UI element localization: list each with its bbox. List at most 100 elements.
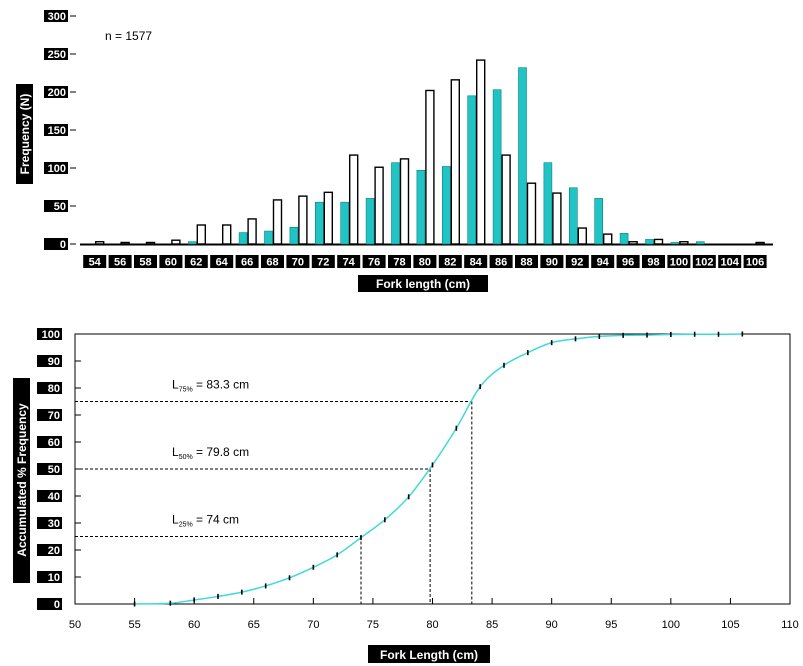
histogram-x-tick-box [159,255,183,268]
cumulative-x-tick-label: 60 [188,619,200,631]
histogram-x-tick-box [235,255,259,268]
histogram-x-tick-box [540,255,564,268]
histogram-x-tick-label: 80 [419,257,431,269]
histogram-bar [298,195,308,245]
histogram-bar [264,230,273,245]
histogram-y-tick-label: 200 [48,87,66,99]
histogram-x-tick-label: 102 [695,257,713,269]
cumulative-y-tick-box [37,571,62,583]
histogram-x-tick-box [108,255,132,268]
histogram-chart: n = 1577 0 50 100 150 200 250 300 54 56 58 60 62 64… [16,10,773,292]
histogram-x-tick-box [286,255,310,268]
cumulative-y-axis: 0 10 20 30 40 50 60 70 80 90 100 [37,328,81,611]
cumulative-y-tick-box [37,598,62,610]
histogram-bar [619,233,629,245]
cumulative-y-tick-box [37,382,62,394]
cumulative-chart: 0 10 20 30 40 50 60 70 80 90 100 50 55 60 65 70 75 80 85 9… [13,328,799,663]
cumulative-x-axis-title: Fork Length (cm) [368,645,490,663]
cumulative-x-tick-label: 90 [546,619,558,631]
histogram-y-tick-label: 100 [48,163,66,175]
histogram-bar [543,162,553,245]
histogram-bar [171,239,181,245]
histogram-bar [653,238,664,245]
cumulative-xlabel: Fork Length (cm) [380,648,478,662]
histogram-x-tick-label: 90 [546,257,558,269]
histogram-bar [577,227,587,245]
cumulative-x-tick-label: 85 [486,619,498,631]
histogram-x-tick-box [692,255,716,268]
histogram-bar [526,182,537,245]
histogram-x-tick-box [667,255,691,268]
cumulative-x-axis: 50 55 60 65 70 75 80 85 90 95 100 105 110 [69,598,799,631]
cumulative-y-tick-label: 30 [48,518,60,530]
histogram-x-tick-box [743,255,767,268]
histogram-x-tick-box [83,255,107,268]
histogram-y-axis: 0 50 100 150 200 250 300 [44,10,76,251]
histogram-x-tick-box [438,255,462,268]
cumulative-ylabel: Accumulated % Frequency [15,403,29,557]
histogram-bars [94,59,765,245]
histogram-x-tick-box [642,255,665,268]
cumulative-y-tick-label: 50 [48,464,60,476]
histogram-bar [755,241,765,245]
histogram-bar [425,89,435,245]
histogram-x-tick-box [718,255,742,268]
histogram-bar [476,59,486,245]
cumulative-x-tick-label: 50 [69,619,81,631]
histogram-bar [188,241,197,245]
cumulative-y-tick-label: 70 [48,410,60,422]
cumulative-curve [134,333,743,605]
cumulative-y-tick-box [37,544,62,556]
cumulative-annotations: L75% = 83.3 cm L50% = 79.8 cm L25% = 74 cm [172,378,249,529]
histogram-x-tick-label: 76 [368,257,380,269]
histogram-x-tick-box [591,255,615,268]
cumulative-x-tick-label: 110 [781,619,799,631]
histogram-bar [94,241,105,245]
histogram-bar [467,95,477,245]
histogram-x-tick-label: 86 [495,257,507,269]
histogram-bar [594,198,604,245]
histogram-bar [340,201,350,245]
histogram-y-tick-box [44,10,68,22]
histogram-bar [314,201,324,245]
cumulative-y-axis-title: Accumulated % Frequency [13,378,30,583]
histogram-x-tick-label: 100 [670,257,688,269]
cumulative-x-tick-label: 95 [605,619,617,631]
histogram-bar [679,241,689,245]
histogram-y-tick-label: 0 [60,239,66,251]
histogram-x-tick-box [362,255,386,268]
histogram-bar [399,158,410,245]
cumulative-y-tick-box [37,409,62,421]
histogram-n-annotation: n = 1577 [105,29,152,43]
histogram-ylabel: Frequency (N) [18,94,32,175]
histogram-bar [568,187,578,245]
cumulative-annotation-label: L50% = 79.8 cm [172,445,249,461]
histogram-x-tick-label: 74 [343,257,356,269]
histogram-bar [670,242,680,245]
histogram-x-tick-label: 72 [317,257,329,269]
histogram-x-tick-label: 96 [622,257,634,269]
cumulative-y-tick-label: 80 [48,383,60,395]
histogram-bar [501,154,511,245]
cumulative-y-tick-label: 20 [48,545,60,557]
cumulative-y-tick-box [37,490,62,502]
histogram-bar [552,192,562,245]
histogram-x-tick-box [184,255,208,268]
histogram-x-tick-labels: 54 56 58 60 62 64 66 68 70 72 74 76 78 80 82 84 86 88 90 92… [83,255,767,269]
histogram-y-tick-label: 300 [48,11,66,23]
cumulative-y-tick-box [37,517,62,529]
histogram-bar [695,241,705,245]
cumulative-points [133,331,744,607]
histogram-bar [323,191,333,245]
cumulative-x-tick-label: 105 [721,619,739,631]
histogram-x-tick-label: 104 [721,257,740,269]
cumulative-x-tick-label: 100 [662,619,680,631]
histogram-bar [238,232,248,245]
histogram-y-tick-box [44,238,68,250]
histogram-y-tick-box [44,124,68,136]
cumulative-x-tick-label: 80 [426,619,438,631]
histogram-x-tick-label: 62 [190,257,202,269]
cumulative-y-tick-box [37,436,62,448]
histogram-x-axis-title: Fork length (cm) [358,275,488,292]
histogram-x-tick-box [210,255,234,268]
